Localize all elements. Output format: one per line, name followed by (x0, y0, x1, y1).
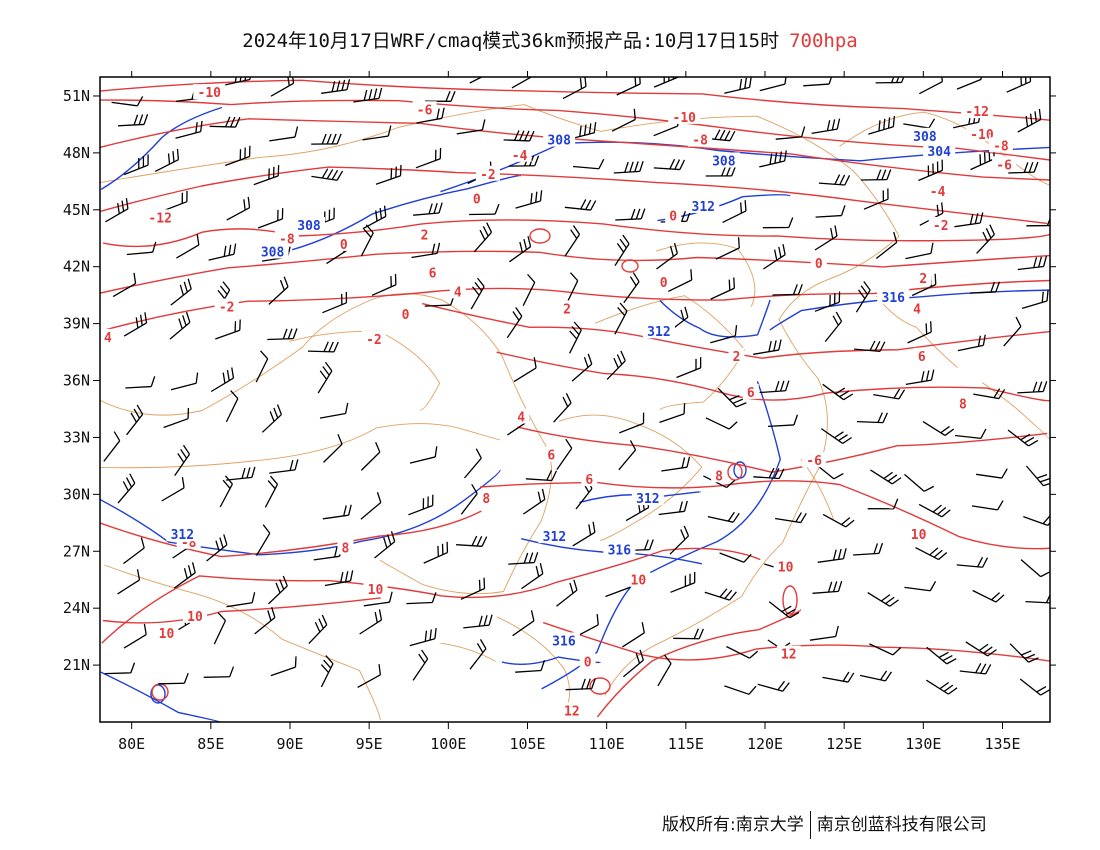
temperature-label: -6 (996, 158, 1012, 173)
temperature-label: 10 (159, 627, 175, 642)
temperature-label: 4 (104, 331, 112, 346)
temperature-label: 0 (473, 192, 481, 207)
lat-tick-label: 51N (63, 87, 90, 105)
temperature-label: 10 (778, 560, 794, 575)
temperature-label: 10 (368, 583, 384, 598)
temperature-label: 0 (660, 276, 668, 291)
lon-tick-label: 80E (118, 735, 145, 753)
height-label: 308 (261, 246, 285, 261)
lon-tick-label: 115E (668, 735, 704, 753)
temperature-label: -4 (512, 149, 528, 164)
lat-tick-label: 21N (63, 656, 90, 674)
lon-tick-label: 95E (356, 735, 383, 753)
temperature-label: 2 (563, 302, 571, 317)
temperature-label: 4 (454, 285, 462, 300)
temperature-label: 8 (482, 492, 490, 507)
plot-area: -10 -6 -4 -2 0 -12 -8 0 2 -2 4 4 6 0 -2 2 0 0 2 6 4 6 6 8 -6 8 -8 8… (96, 61, 1057, 722)
temperature-label: 2 (733, 350, 741, 365)
copyright-footer: 版权所有:南京大学 南京创蓝科技有限公司 (662, 810, 987, 839)
temperature-label: 12 (781, 648, 797, 663)
temperature-label: 2 (919, 272, 927, 287)
temperature-label: 8 (342, 541, 350, 556)
temperature-label: -2 (219, 301, 235, 316)
height-label: 312 (647, 325, 670, 340)
temperature-label: -2 (480, 168, 496, 183)
temperature-label: -12 (148, 211, 171, 226)
temperature-label: -2 (366, 333, 382, 348)
lat-tick-label: 42N (63, 258, 90, 276)
temperature-label: 0 (584, 655, 592, 670)
height-label: 308 (547, 134, 571, 149)
temperature-label: 0 (669, 209, 677, 224)
temperature-label: 8 (959, 397, 967, 412)
lat-tick-label: 27N (63, 542, 90, 560)
temperature-label: 0 (340, 238, 348, 253)
lat-tick-label: 45N (63, 201, 90, 219)
lon-tick-label: 105E (509, 735, 545, 753)
lon-tick-label: 90E (276, 735, 303, 753)
temperature-label: -8 (692, 134, 708, 149)
temperature-label: 2 (421, 228, 429, 243)
temperature-label: -6 (806, 454, 822, 469)
temperature-label: -6 (417, 103, 433, 118)
temperature-label: -12 (965, 105, 988, 120)
temperature-label: 10 (187, 610, 203, 625)
lon-tick-label: 125E (826, 735, 862, 753)
height-label: 316 (882, 291, 906, 306)
lon-tick-label: 130E (905, 735, 941, 753)
temperature-label: 6 (547, 449, 555, 464)
height-label: 312 (692, 200, 715, 215)
temperature-label: -10 (198, 86, 222, 101)
lat-tick-label: 36N (63, 372, 90, 390)
plot-background (100, 77, 1050, 722)
height-label: 304 (927, 145, 951, 160)
lon-tick-label: 120E (747, 735, 783, 753)
temperature-label: -8 (993, 139, 1009, 154)
lat-tick-label: 33N (63, 428, 90, 446)
temperature-label: 12 (564, 705, 580, 720)
height-label: 316 (608, 543, 632, 558)
temperature-label: 6 (429, 266, 437, 281)
temperature-label: -10 (673, 111, 697, 126)
temperature-label: 6 (918, 350, 926, 365)
temperature-label: -4 (930, 185, 946, 200)
temperature-label: 8 (715, 469, 723, 484)
temperature-label: 4 (913, 302, 921, 317)
temperature-label: 6 (585, 473, 593, 488)
lat-tick-label: 48N (63, 144, 90, 162)
height-label: 308 (297, 219, 321, 234)
height-label: 312 (636, 492, 659, 507)
copyright-left: 版权所有:南京大学 (662, 815, 804, 835)
temperature-label: -2 (933, 219, 949, 234)
footer-separator (810, 811, 811, 839)
height-label: 308 (712, 154, 736, 169)
temperature-label: 10 (911, 528, 927, 543)
temperature-label: 0 (815, 257, 823, 272)
lat-tick-label: 30N (63, 485, 90, 503)
lat-tick-label: 24N (63, 599, 90, 617)
lon-tick-label: 85E (197, 735, 224, 753)
temperature-label: 4 (517, 411, 525, 426)
height-label: 308 (913, 130, 937, 145)
lon-tick-label: 110E (589, 735, 625, 753)
height-label: 316 (552, 634, 576, 649)
copyright-right: 南京创蓝科技有限公司 (817, 815, 987, 835)
lat-tick-label: 39N (63, 315, 90, 333)
temperature-label: 0 (402, 308, 410, 323)
temperature-label: 6 (747, 386, 755, 401)
lon-tick-label: 100E (430, 735, 466, 753)
height-label: 312 (543, 530, 566, 545)
height-label: 312 (171, 528, 194, 543)
temperature-label: 10 (631, 574, 647, 589)
lon-tick-label: 135E (984, 735, 1020, 753)
